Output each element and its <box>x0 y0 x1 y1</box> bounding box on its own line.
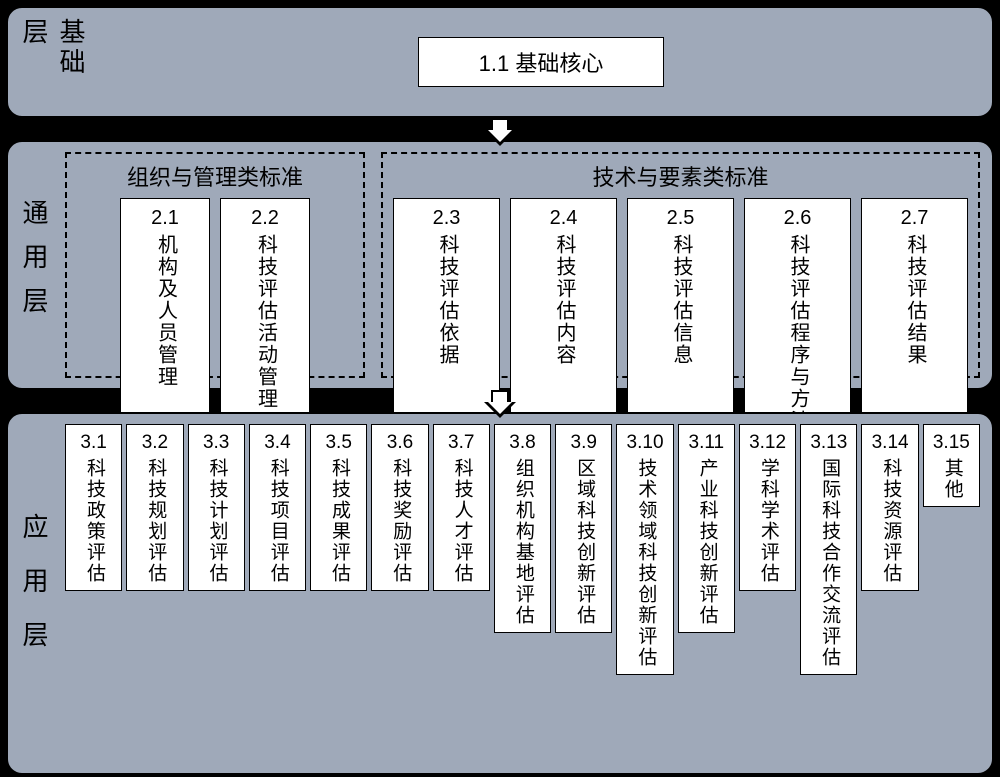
item-3-2: 3.2 科技规划评估 <box>126 424 183 591</box>
foundation-layer-label: 基础层 <box>8 8 98 116</box>
item-2-2: 2.2 科技评估活动管理 <box>220 198 310 417</box>
item-3-7: 3.7 科技人才评估 <box>433 424 490 591</box>
item-3-6: 3.6 科技奖励评估 <box>371 424 428 591</box>
foundation-layer: 基础层 1.1 基础核心 <box>6 6 994 118</box>
item-3-8: 3.8 组织机构基地评估 <box>494 424 551 633</box>
group-technical-title: 技术与要素类标准 <box>592 160 768 192</box>
foundation-layer-content: 1.1 基础核心 <box>98 8 992 116</box>
item-3-15: 3.15 其他 <box>923 424 980 507</box>
item-3-4: 3.4 科技项目评估 <box>249 424 306 591</box>
application-layer: 应用层 3.1 科技政策评估 3.2 科技规划评估 3.3 科技计划评估 3.4… <box>6 412 994 775</box>
application-layer-label: 应用层 <box>8 414 61 773</box>
item-3-10: 3.10 技术领域科技创新评估 <box>616 424 673 675</box>
application-items: 3.1 科技政策评估 3.2 科技规划评估 3.3 科技计划评估 3.4 科技项… <box>65 424 980 763</box>
item-3-12: 3.12 学科学术评估 <box>739 424 796 591</box>
group-management: 组织与管理类标准 2.1 机构及人员管理 2.2 科技评估活动管理 <box>65 152 365 378</box>
general-layer-label: 通用层 <box>8 142 61 388</box>
core-box: 1.1 基础核心 <box>418 37 665 87</box>
arrow-1 <box>6 118 994 146</box>
item-2-1: 2.1 机构及人员管理 <box>120 198 210 417</box>
arrow-2 <box>6 390 994 418</box>
general-layer-content: 组织与管理类标准 2.1 机构及人员管理 2.2 科技评估活动管理 技术与要素类… <box>61 142 992 388</box>
item-3-1: 3.1 科技政策评估 <box>65 424 122 591</box>
item-3-14: 3.14 科技资源评估 <box>861 424 918 591</box>
group-management-items: 2.1 机构及人员管理 2.2 科技评估活动管理 <box>77 198 353 417</box>
item-3-9: 3.9 区域科技创新评估 <box>555 424 612 633</box>
item-3-5: 3.5 科技成果评估 <box>310 424 367 591</box>
application-layer-content: 3.1 科技政策评估 3.2 科技规划评估 3.3 科技计划评估 3.4 科技项… <box>61 414 992 773</box>
group-management-title: 组织与管理类标准 <box>127 160 303 192</box>
item-3-11: 3.11 产业科技创新评估 <box>678 424 735 633</box>
general-layer: 通用层 组织与管理类标准 2.1 机构及人员管理 2.2 科技评估活动管理 技术… <box>6 140 994 390</box>
item-3-13: 3.13 国际科技合作交流评估 <box>800 424 857 675</box>
group-technical: 技术与要素类标准 2.3 科技评估依据 2.4 科技评估内容 2.5 科技评估信… <box>381 152 980 378</box>
item-3-3: 3.3 科技计划评估 <box>188 424 245 591</box>
